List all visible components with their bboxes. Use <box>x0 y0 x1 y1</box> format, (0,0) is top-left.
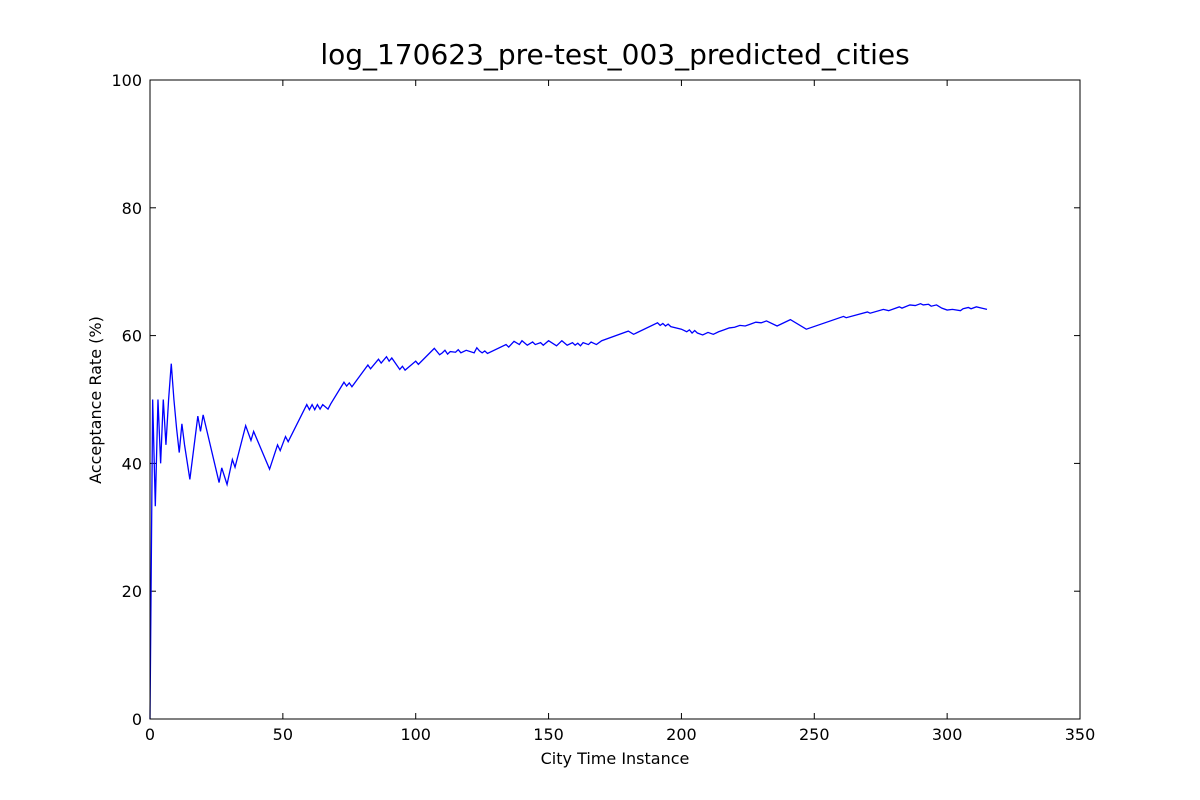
chart-title: log_170623_pre-test_003_predicted_cities <box>320 38 909 71</box>
x-tick-label: 50 <box>273 725 293 744</box>
x-tick-label: 250 <box>799 725 830 744</box>
x-tick-label: 150 <box>533 725 564 744</box>
y-tick-label: 60 <box>122 327 142 346</box>
x-tick-label: 350 <box>1065 725 1096 744</box>
x-tick-label: 100 <box>400 725 431 744</box>
plot-frame <box>149 79 1081 720</box>
y-tick-label: 20 <box>122 582 142 601</box>
x-tick-label: 0 <box>145 725 155 744</box>
x-axis-label: City Time Instance <box>541 749 690 768</box>
y-tick-label: 40 <box>122 454 142 473</box>
y-tick-label: 0 <box>132 710 142 729</box>
data-line <box>149 302 988 720</box>
y-tick-label: 100 <box>111 71 142 90</box>
y-axis-label: Acceptance Rate (%) <box>86 316 105 484</box>
y-tick-label: 80 <box>122 199 142 218</box>
x-tick-label: 200 <box>666 725 697 744</box>
x-tick-label: 300 <box>932 725 963 744</box>
